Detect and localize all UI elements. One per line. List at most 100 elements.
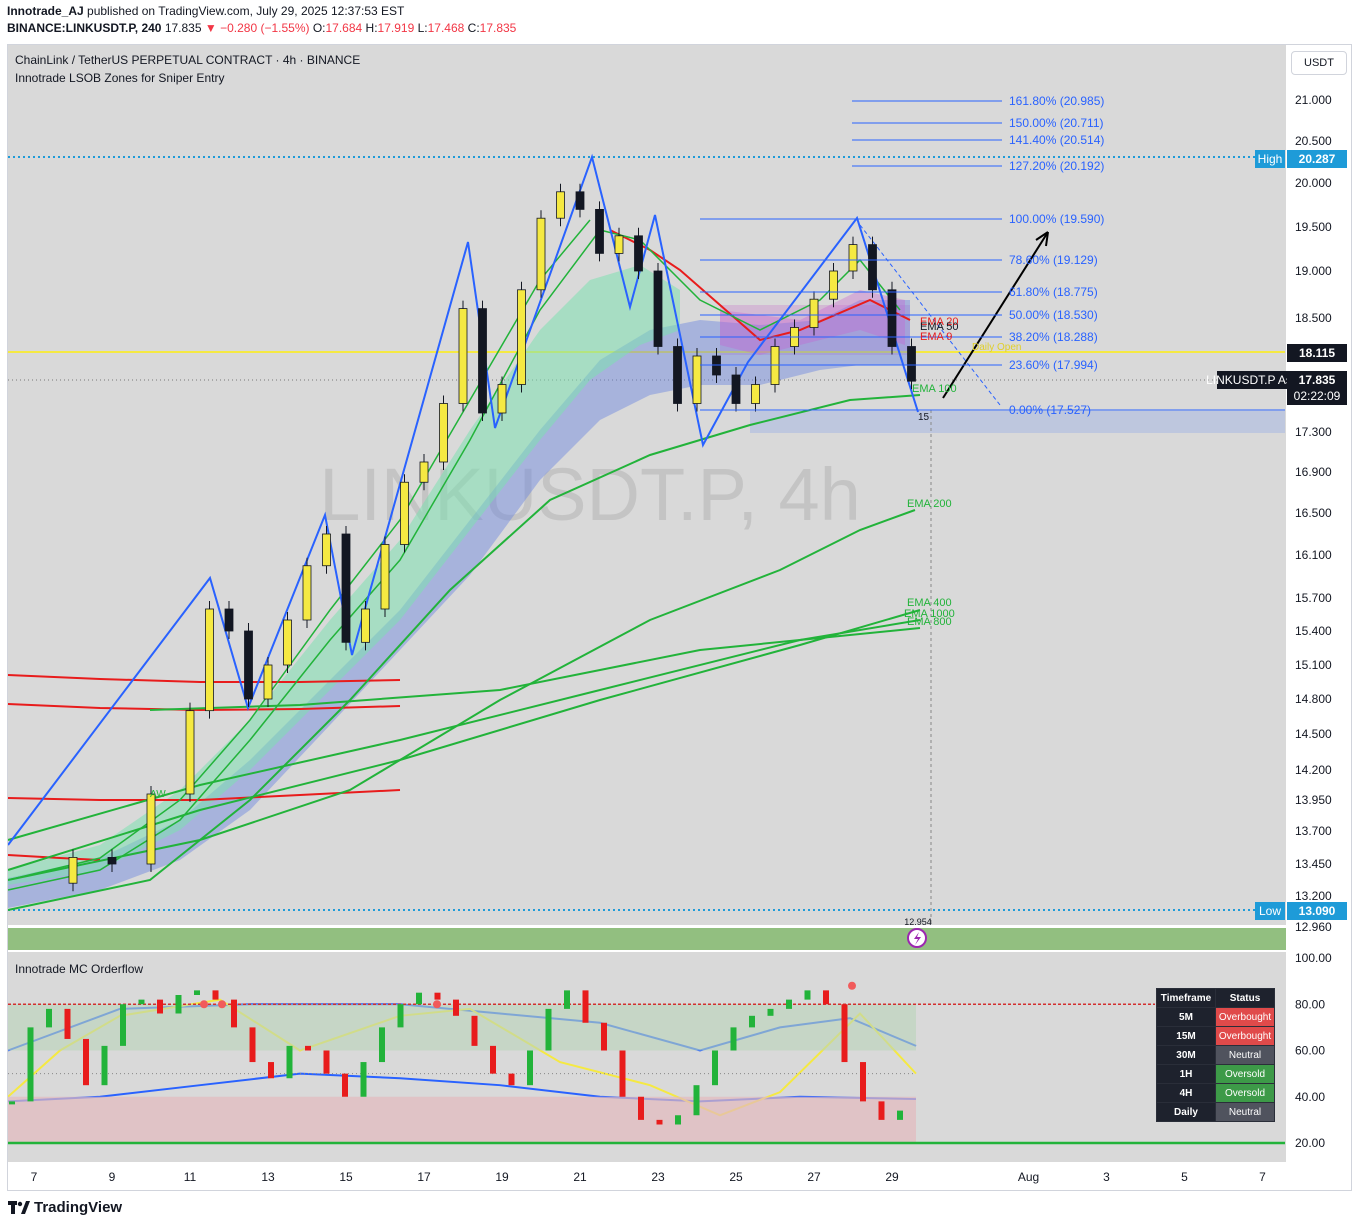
ema-red-long-2: [7, 703, 401, 712]
osc-bar: [545, 1008, 552, 1051]
candle: [458, 308, 468, 404]
osc-bar: [638, 1096, 644, 1120]
ema-20-line: [7, 229, 901, 891]
candle: [322, 533, 331, 567]
status-timeframe: 15M: [1156, 1026, 1216, 1046]
osc-bar: [878, 1101, 885, 1120]
y-tick-label: 15.100: [1295, 658, 1332, 672]
osc-bar: [138, 999, 145, 1005]
published-on: published on TradingView.com, July 29, 2…: [87, 4, 405, 18]
x-tick-label: 23: [651, 1170, 665, 1184]
candle: [907, 346, 916, 382]
status-header-status: Status: [1215, 988, 1275, 1008]
osc-bar: [27, 1027, 34, 1102]
y-tick-label: 19.000: [1295, 264, 1332, 278]
osc-bar: [9, 1101, 15, 1105]
fib-level-label: 161.80% (20.985): [1009, 94, 1104, 108]
tradingview-logo[interactable]: TradingView: [8, 1199, 122, 1216]
status-timeframe: 5M: [1156, 1007, 1216, 1027]
indicator-title: Innotrade LSOB Zones for Sniper Entry: [15, 71, 224, 85]
candle: [634, 235, 643, 272]
osc-lower-zone: [8, 1096, 916, 1143]
open-value: 17.684: [325, 21, 363, 35]
x-tick-label: 3: [1103, 1170, 1110, 1184]
osc-y-tick-label: 100.00: [1295, 951, 1332, 965]
high-price-tag: 20.287: [1287, 150, 1347, 168]
osc-bar: [527, 1050, 533, 1086]
demand-zone: [8, 928, 1286, 950]
countdown-tag: 02:22:09: [1287, 387, 1347, 405]
candle: [244, 630, 253, 700]
candle: [341, 533, 351, 643]
candle: [224, 608, 234, 632]
ema-label: EMA 9: [920, 331, 952, 343]
last-price: 17.835: [164, 21, 202, 35]
x-tick-label: 29: [885, 1170, 899, 1184]
osc-signal-dot: [218, 1000, 226, 1009]
currency-button[interactable]: USDT: [1291, 51, 1347, 75]
svg-text:02:22:09: 02:22:09: [1294, 389, 1341, 403]
candle: [283, 619, 292, 666]
y-tick-label: 13.950: [1295, 793, 1332, 807]
oscillator-title: Innotrade MC Orderflow: [15, 962, 143, 976]
watermark: LINKUSDT.P, 4h: [319, 453, 861, 536]
fib-level-label: 78.60% (19.129): [1009, 253, 1098, 267]
osc-bar: [619, 1050, 626, 1097]
y-tick-label: 13.700: [1295, 824, 1332, 838]
osc-bar: [693, 1085, 700, 1116]
fib-level-label: 61.80% (18.775): [1009, 285, 1098, 299]
x-tick-label: 7: [31, 1170, 38, 1184]
x-tick-label: 27: [807, 1170, 821, 1184]
candle: [595, 208, 604, 254]
osc-bar: [120, 1004, 126, 1046]
ema-label: EMA 400: [907, 597, 952, 609]
osc-bar: [194, 990, 200, 995]
osc-bar: [101, 1045, 108, 1086]
candle: [556, 191, 565, 219]
publisher[interactable]: Innotrade_AJ: [7, 4, 84, 18]
status-timeframe: 1H: [1156, 1064, 1216, 1084]
close-value: 17.835: [479, 21, 517, 35]
osc-bar: [767, 1008, 774, 1016]
candle: [302, 565, 312, 621]
svg-text:13.090: 13.090: [1299, 904, 1336, 918]
chart-annotation: Daily Open: [972, 342, 1021, 353]
osc-bar: [656, 1119, 663, 1125]
candle: [887, 289, 897, 347]
osc-bar: [823, 990, 829, 1005]
x-tick-label: 19: [495, 1170, 509, 1184]
y-tick-label: 14.200: [1295, 763, 1332, 777]
osc-bar: [471, 1015, 478, 1046]
ema-red-long-1: [7, 674, 401, 683]
y-tick-label: 21.000: [1295, 93, 1332, 107]
chart-annotation: AW: [150, 789, 166, 800]
osc-bar: [157, 999, 163, 1014]
candle: [848, 244, 858, 272]
order-block-zone: [750, 411, 1285, 433]
osc-bar: [601, 1022, 607, 1051]
candle: [107, 857, 117, 865]
svg-text:Low: Low: [1259, 904, 1281, 918]
status-table: Timeframe Status 5M Overbought 15M Overboug…: [1156, 988, 1275, 1122]
y-tick-label: 12.960: [1295, 920, 1332, 934]
y-tick-label: 18.500: [1295, 311, 1332, 325]
l-label: L:: [417, 21, 428, 35]
status-value: Oversold: [1215, 1064, 1275, 1084]
svg-text:18.115: 18.115: [1299, 346, 1335, 360]
fib-level-label: 127.20% (20.192): [1009, 159, 1104, 173]
osc-bar: [360, 1062, 367, 1097]
fib-level-label: 100.00% (19.590): [1009, 212, 1104, 226]
osc-y-tick-label: 20.00: [1295, 1136, 1325, 1150]
x-tick-label: 15: [339, 1170, 353, 1184]
candle: [361, 608, 370, 643]
osc-bar: [268, 1062, 274, 1079]
osc-y-tick-label: 80.00: [1295, 997, 1325, 1011]
low-value: 17.468: [427, 21, 465, 35]
ema-band-green: [8, 265, 680, 885]
candle: [205, 608, 214, 712]
chart-frame: [7, 44, 1352, 1191]
status-value: Overbought: [1215, 1007, 1275, 1027]
ema-9-line: [609, 229, 911, 342]
ema-label: EMA 200: [907, 498, 952, 510]
